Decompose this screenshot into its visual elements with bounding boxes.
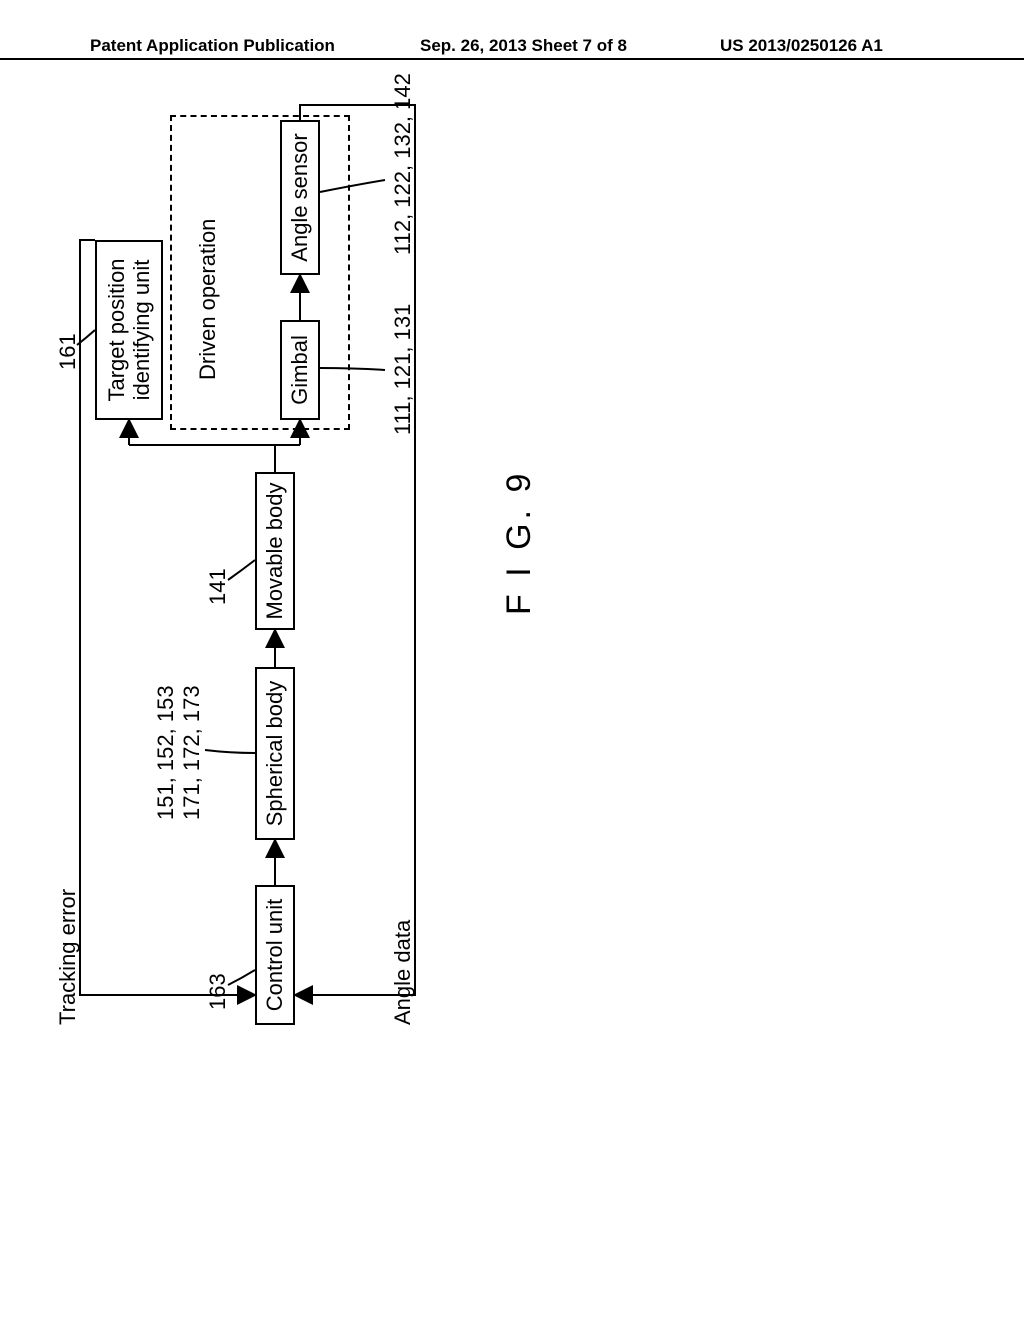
page: Patent Application Publication Sep. 26, …	[0, 0, 1024, 1320]
wires-svg	[0, 325, 895, 975]
label-angle-data: Angle data	[390, 920, 416, 1025]
ref-spherical: 151, 152, 153 171, 172, 173	[153, 685, 205, 820]
block-spherical-body: Spherical body	[255, 667, 295, 840]
header-left: Patent Application Publication	[90, 36, 335, 56]
block-gimbal: Gimbal	[280, 320, 320, 420]
header-rule	[0, 58, 1024, 60]
ref-141: 141	[205, 568, 231, 605]
label-tracking-error: Tracking error	[55, 889, 81, 1025]
ref-angle-sensor: 112, 122, 132, 142	[390, 73, 416, 255]
block-movable-body: Movable body	[255, 472, 295, 630]
header-right: US 2013/0250126 A1	[720, 36, 883, 56]
diagram: Control unit Spherical body Movable body…	[0, 325, 895, 975]
header-center: Sep. 26, 2013 Sheet 7 of 8	[420, 36, 627, 56]
ref-161: 161	[55, 333, 81, 370]
ref-gimbal: 111, 121, 131	[390, 304, 416, 435]
block-control-unit: Control unit	[255, 885, 295, 1025]
block-angle-sensor: Angle sensor	[280, 120, 320, 275]
label-driven-operation: Driven operation	[195, 219, 221, 380]
figure-caption: F I G. 9	[500, 470, 539, 615]
block-target-position: Target position identifying unit	[95, 240, 163, 420]
ref-163: 163	[205, 973, 231, 1010]
